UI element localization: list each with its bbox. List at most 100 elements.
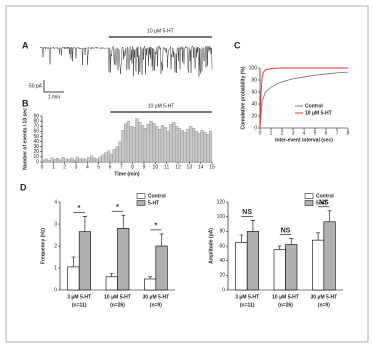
y-tick-label: 2 — [54, 243, 57, 249]
y-tick-label: 1 — [54, 265, 57, 271]
y-tick-label: 80 — [33, 118, 39, 124]
histogram-bar — [53, 159, 57, 163]
legend-swatch — [304, 193, 314, 199]
legend-swatch — [136, 200, 146, 206]
histogram-bar — [70, 157, 74, 163]
histogram-bar — [206, 134, 210, 163]
histogram-bar — [61, 157, 65, 163]
y-tick-label: 0 — [254, 125, 257, 131]
category-sublabel: (n=9) — [150, 302, 162, 308]
histogram-bar — [177, 128, 181, 163]
error-bar — [289, 238, 294, 245]
significance-label: * — [116, 204, 119, 211]
scale-x-label: 1 min — [48, 94, 60, 100]
category-sublabel: (n=26) — [278, 302, 293, 308]
histogram-bar — [104, 152, 108, 163]
histogram-bar — [58, 159, 62, 163]
legend-label: Control — [316, 193, 334, 199]
error-bar — [148, 276, 153, 279]
drug-label: 10 μM 5-HT — [148, 103, 175, 109]
x-tick-label: 2 — [281, 130, 284, 136]
significance-label: * — [78, 205, 81, 212]
histogram-bar — [67, 159, 71, 163]
x-tick-label: 5 — [314, 130, 317, 136]
histogram-bar — [129, 126, 133, 163]
histogram-bar — [209, 131, 213, 163]
histogram-bar — [172, 122, 176, 163]
significance-label: NS — [319, 200, 329, 207]
significance-label: NS — [242, 209, 252, 216]
scale-bar — [43, 80, 64, 93]
cumulative-line — [259, 71, 349, 129]
x-tick-label: 15 — [209, 164, 215, 170]
x-tick-label: 13 — [187, 164, 193, 170]
x-tick-label: 1 — [270, 130, 273, 136]
bar — [117, 228, 130, 291]
y-axis-label: Amplitude (pA) — [208, 228, 214, 264]
bar — [323, 221, 336, 291]
scale-y-label: 50 pA — [29, 83, 43, 89]
x-axis-label: Time (min) — [114, 171, 140, 177]
histogram-bar — [169, 124, 173, 163]
y-tick-label: 4 — [54, 199, 57, 205]
histogram-bar — [166, 131, 170, 163]
histogram-bar — [132, 127, 136, 163]
y-tick-label: 70 — [33, 124, 39, 130]
x-tick-label: 12 — [175, 164, 181, 170]
y-tick-label: 20 — [33, 149, 39, 155]
figure-frame — [5, 5, 369, 343]
panel-letter: B — [22, 98, 29, 108]
histogram-bar — [175, 126, 179, 163]
x-tick-label: 3 — [292, 130, 295, 136]
histogram-bar — [107, 150, 111, 163]
significance-label: * — [154, 223, 157, 230]
error-bar — [159, 233, 164, 246]
y-tick-label: 100 — [217, 214, 226, 220]
bar — [67, 266, 80, 291]
histogram-bar — [56, 158, 60, 163]
bar — [285, 244, 298, 291]
histogram-bar — [64, 158, 68, 163]
x-tick-label: 4 — [86, 164, 89, 170]
histogram-bar — [109, 154, 113, 163]
y-tick-label: 0 — [222, 287, 225, 293]
y-tick-label: 20 — [251, 113, 257, 119]
histogram-bar — [143, 128, 147, 163]
y-tick-label: 60 — [33, 129, 39, 135]
histogram-bar — [146, 124, 150, 163]
x-tick-label: 7 — [120, 164, 123, 170]
category-label: 3 μM 5-HT — [235, 294, 259, 300]
histogram-bar — [115, 146, 119, 163]
y-axis-label: Cumulative probability (%) — [240, 66, 246, 129]
significance-label: NS — [281, 228, 291, 235]
histogram-bar — [160, 125, 164, 163]
x-tick-label: 10 — [153, 164, 159, 170]
histogram-bar — [149, 120, 153, 163]
histogram-bar — [186, 129, 190, 163]
bar — [235, 242, 248, 291]
histogram-bar — [197, 133, 201, 163]
y-tick-label: 100 — [249, 65, 258, 71]
y-tick-label: 0 — [54, 287, 57, 293]
y-tick-label: 20 — [219, 273, 225, 279]
x-tick-label: 2 — [63, 164, 66, 170]
y-tick-label: 30 — [33, 144, 39, 150]
category-label: 30 μM 5-HT — [142, 294, 169, 300]
y-tick-label: 40 — [251, 101, 257, 107]
error-bar — [239, 234, 244, 243]
bar — [155, 245, 168, 291]
histogram-bar — [87, 157, 91, 163]
error-bar — [277, 245, 282, 250]
category-sublabel: (n=9) — [318, 302, 330, 308]
histogram-bar — [138, 122, 142, 163]
bar — [78, 231, 91, 291]
histogram-bar — [155, 126, 159, 163]
legend-label: 5-HT — [148, 200, 159, 206]
bar — [144, 278, 157, 291]
histogram-bar — [121, 130, 125, 163]
histogram-bar — [200, 130, 204, 163]
bar — [312, 239, 325, 291]
histogram-bar — [101, 154, 105, 163]
